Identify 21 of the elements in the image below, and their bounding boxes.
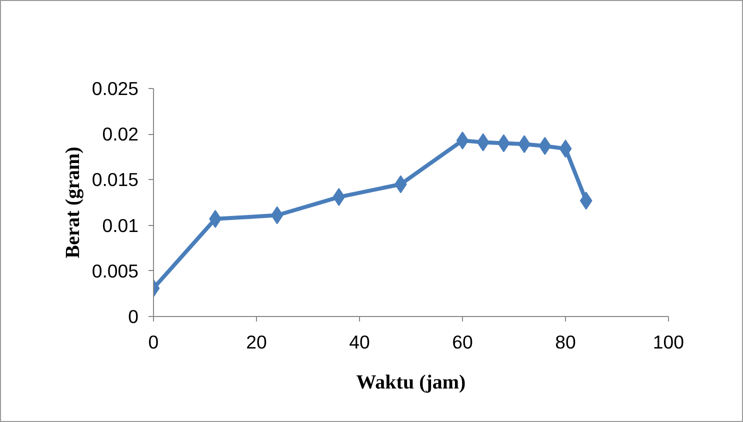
point bbox=[332, 188, 346, 206]
x-tick-label: 80 bbox=[555, 332, 576, 352]
y-axis-title: Berat (gram) bbox=[62, 146, 84, 258]
x-tick-label: 20 bbox=[246, 332, 267, 352]
y-tick-label: 0.005 bbox=[92, 260, 138, 282]
point bbox=[580, 192, 592, 210]
y-tick-label: 0.01 bbox=[102, 214, 138, 236]
x-tick-label: 60 bbox=[452, 332, 473, 352]
point bbox=[559, 140, 572, 158]
x-tick-label: 100 bbox=[652, 332, 684, 352]
point bbox=[456, 131, 469, 150]
x-tick-label: 0 bbox=[148, 332, 159, 352]
x-axis-title: Waktu (jam) bbox=[356, 372, 466, 394]
point bbox=[270, 206, 284, 224]
point bbox=[476, 133, 490, 152]
y-tick-label: 0 bbox=[128, 306, 139, 327]
y-tick-label: 0.02 bbox=[102, 124, 138, 145]
y-tick-label: 0.015 bbox=[92, 169, 138, 190]
x-tick-label: 40 bbox=[349, 332, 370, 352]
y-tick-label: 0.025 bbox=[92, 78, 138, 99]
point bbox=[538, 136, 552, 155]
